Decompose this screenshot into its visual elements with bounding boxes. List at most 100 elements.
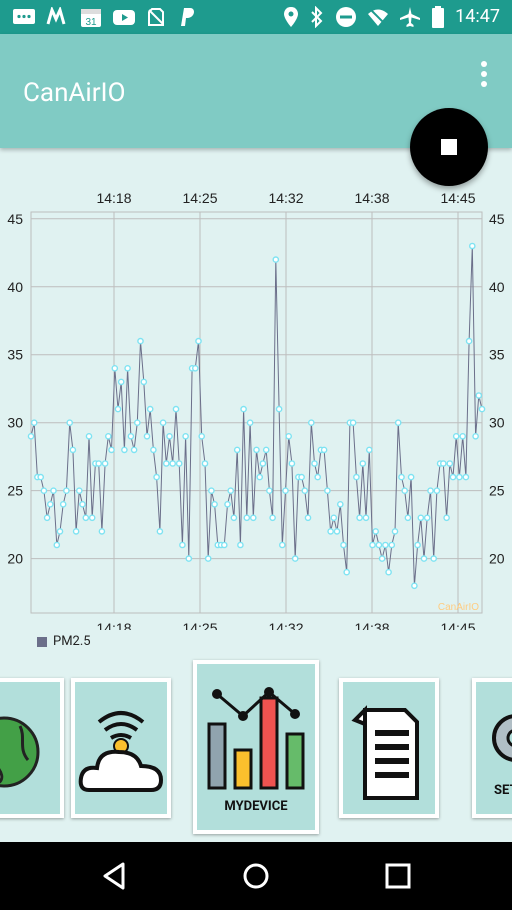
menu-card-weather[interactable]	[71, 678, 171, 818]
data-point	[324, 487, 331, 495]
data-point	[159, 419, 167, 427]
data-point	[343, 568, 351, 576]
data-point	[462, 473, 470, 481]
data-point	[272, 256, 280, 263]
data-point	[427, 487, 434, 495]
data-point	[124, 364, 131, 372]
y-tick-label-right: 40	[489, 279, 505, 295]
y-tick-label-left: 20	[7, 551, 23, 567]
data-point	[282, 487, 289, 495]
data-point	[211, 500, 218, 508]
data-point	[47, 500, 54, 508]
data-point	[327, 528, 334, 535]
youtube-icon	[113, 10, 135, 25]
y-tick-label-left: 35	[7, 347, 23, 363]
data-point	[72, 528, 80, 535]
x-tick-label-top: 14:25	[182, 190, 217, 206]
data-point	[411, 582, 418, 590]
data-point	[198, 432, 205, 440]
data-point	[433, 487, 441, 495]
data-point	[237, 541, 244, 549]
data-point	[150, 446, 157, 454]
data-point	[240, 405, 247, 413]
no-sim-icon	[148, 8, 164, 26]
y-tick-label-right: 25	[489, 483, 505, 499]
data-point	[208, 487, 215, 495]
pm25-line-chart[interactable]: 20 20 25 25 30 30 35 35 40 40 45 45 14:18 14:18 14:25 1…	[0, 180, 512, 630]
data-point	[340, 541, 347, 549]
data-point	[291, 555, 299, 562]
data-point	[253, 446, 260, 454]
data-point	[304, 514, 312, 522]
data-point	[130, 446, 138, 454]
chart-watermark: CanAirIO	[438, 602, 479, 613]
x-tick-label-bottom: 14:18	[96, 620, 131, 630]
data-point	[53, 541, 61, 549]
data-point	[468, 242, 476, 250]
data-point	[195, 337, 202, 345]
menu-card-settings[interactable]: SET	[472, 678, 512, 818]
back-icon[interactable]	[100, 861, 130, 891]
bar-chart-icon	[207, 687, 305, 790]
data-point	[185, 555, 193, 562]
data-point	[330, 514, 338, 522]
y-tick-label-left: 40	[7, 279, 23, 295]
x-tick-label-top: 14:18	[96, 190, 131, 206]
data-point	[269, 514, 276, 522]
wifi-off-icon	[368, 7, 389, 27]
data-point	[220, 541, 228, 549]
data-point	[101, 460, 109, 467]
x-tick-label-bottom: 14:45	[440, 620, 475, 630]
stop-icon	[441, 139, 457, 155]
data-point	[420, 555, 428, 562]
data-point	[298, 473, 305, 481]
data-point	[243, 514, 251, 522]
app-title: CanAirIO	[23, 78, 126, 108]
data-point	[66, 419, 73, 427]
data-point	[146, 405, 154, 413]
data-point	[111, 364, 119, 372]
overflow-menu-icon[interactable]	[478, 60, 490, 88]
data-point	[191, 364, 199, 372]
series-line-pm25	[30, 245, 483, 586]
data-point	[369, 541, 376, 549]
home-icon[interactable]	[241, 861, 271, 891]
messages-icon	[13, 9, 35, 24]
y-tick-label-right: 20	[489, 551, 505, 567]
x-tick-label-bottom: 14:38	[354, 620, 389, 630]
data-point	[59, 500, 67, 508]
gear-icon	[492, 714, 512, 762]
menu-card-mydevice[interactable]: MYDEVICE	[193, 660, 319, 834]
menu-card-records[interactable]	[339, 678, 439, 818]
data-point	[82, 514, 90, 522]
data-point	[394, 419, 402, 427]
data-point	[249, 514, 257, 522]
data-point	[275, 405, 283, 413]
data-point	[224, 500, 231, 508]
airplane-icon	[400, 7, 421, 27]
y-tick-label-right: 30	[489, 415, 505, 431]
data-point	[69, 446, 77, 454]
legend-swatch	[37, 636, 47, 647]
data-point	[127, 432, 135, 440]
dnd-icon	[336, 7, 357, 27]
data-point	[43, 514, 51, 522]
data-point	[388, 541, 396, 549]
data-point	[105, 432, 112, 440]
document-icon	[351, 705, 419, 800]
data-point	[320, 446, 328, 454]
data-point	[233, 446, 241, 454]
data-point	[404, 514, 412, 522]
data-point	[349, 419, 357, 427]
data-point	[179, 541, 186, 549]
data-point	[227, 487, 234, 495]
data-point	[452, 432, 460, 440]
menu-card-label-mydevice: MYDEVICE	[224, 799, 288, 814]
data-point	[153, 473, 160, 481]
data-point	[172, 405, 180, 413]
data-point	[478, 405, 486, 413]
stop-record-button[interactable]	[410, 108, 488, 186]
menu-card-globe[interactable]	[0, 678, 64, 818]
recents-icon[interactable]	[383, 861, 413, 891]
data-point	[140, 378, 148, 386]
